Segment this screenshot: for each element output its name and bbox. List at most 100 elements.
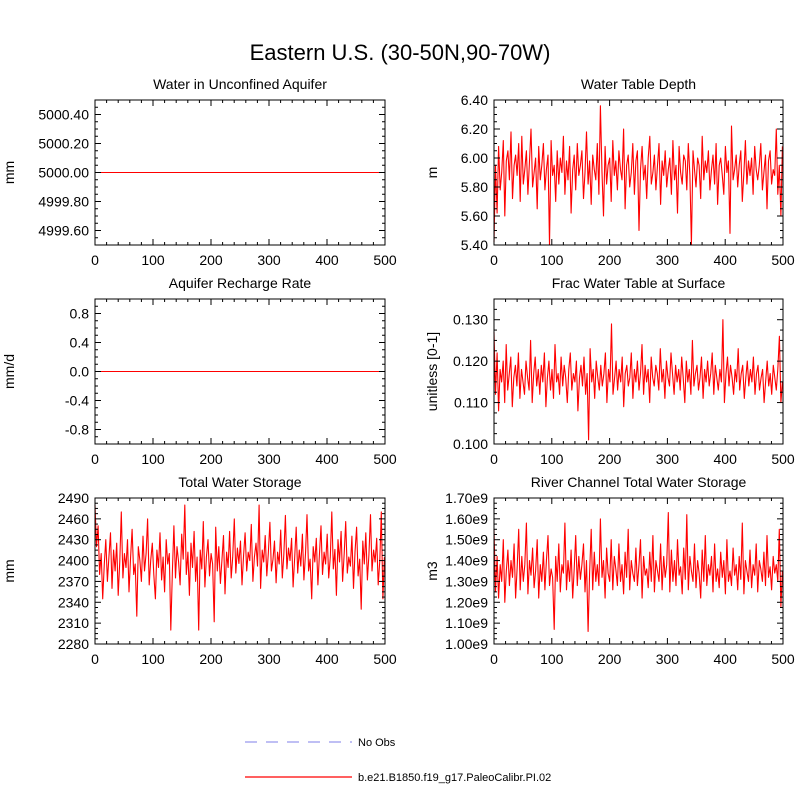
- x-tick-label-river-channel-total-water-storage: 400: [714, 651, 738, 667]
- figure-title: Eastern U.S. (30-50N,90-70W): [250, 40, 551, 65]
- y-tick-label-river-channel-total-water-storage: 1.50e9: [445, 532, 488, 548]
- x-tick-label-river-channel-total-water-storage: 500: [771, 651, 795, 667]
- x-tick-label-frac-water-table-at-surface: 100: [540, 451, 564, 467]
- y-tick-label-frac-water-table-at-surface: 0.100: [453, 436, 488, 452]
- y-tick-label-aquifer-recharge-rate: 0.8: [70, 306, 90, 322]
- y-tick-label-river-channel-total-water-storage: 1.00e9: [445, 636, 488, 652]
- panel-frac-water-table-at-surface: Frac Water Table at Surface unitless [0-1…: [424, 275, 795, 467]
- x-tick-label-river-channel-total-water-storage: 200: [598, 651, 622, 667]
- y-tick-label-river-channel-total-water-storage: 1.70e9: [445, 490, 488, 506]
- y-tick-label-frac-water-table-at-surface: 0.120: [453, 353, 488, 369]
- x-tick-label-water-table-depth: 400: [714, 252, 738, 268]
- x-tick-label-water-table-depth: 100: [540, 252, 564, 268]
- y-tick-label-river-channel-total-water-storage: 1.60e9: [445, 511, 488, 527]
- y-axis-label-river-channel-total-water-storage: m3: [424, 561, 440, 581]
- x-tick-label-aquifer-recharge-rate: 100: [141, 451, 165, 467]
- y-tick-label-frac-water-table-at-surface: 0.110: [454, 395, 488, 411]
- y-axis-label-aquifer-recharge-rate: mm/d: [1, 354, 17, 389]
- y-tick-label-water-table-depth: 5.80: [461, 179, 488, 195]
- x-tick-label-river-channel-total-water-storage: 0: [490, 651, 498, 667]
- x-tick-label-aquifer-recharge-rate: 400: [315, 451, 339, 467]
- x-tick-label-frac-water-table-at-surface: 200: [598, 451, 622, 467]
- x-tick-label-water-table-depth: 500: [771, 252, 795, 268]
- x-tick-label-frac-water-table-at-surface: 500: [771, 451, 795, 467]
- y-tick-label-water-in-unconfined-aquifer: 5000.20: [38, 136, 89, 152]
- panel-total-water-storage: Total Water Storage mm 0 100 200 300 400 500 228…: [1, 474, 397, 667]
- y-tick-label-river-channel-total-water-storage: 1.40e9: [445, 553, 488, 569]
- y-tick-label-total-water-storage: 2430: [58, 532, 89, 548]
- panel-aquifer-recharge-rate: Aquifer Recharge Rate mm/d 0 100 200 300 400 50…: [1, 275, 397, 467]
- y-tick-label-water-table-depth: 6.20: [461, 121, 488, 137]
- x-tick-label-total-water-storage: 300: [257, 651, 281, 667]
- panel-water-table-depth: Water Table Depth m 0 100 200 300 400 500 5.40 5.…: [424, 76, 795, 268]
- x-tick-label-water-in-unconfined-aquifer: 200: [199, 252, 223, 268]
- x-tick-label-frac-water-table-at-surface: 0: [490, 451, 498, 467]
- series-line-frac-water-table-at-surface: [493, 319, 783, 441]
- x-tick-label-total-water-storage: 0: [91, 651, 99, 667]
- y-tick-label-total-water-storage: 2460: [58, 511, 89, 527]
- y-tick-label-water-in-unconfined-aquifer: 4999.60: [38, 223, 89, 239]
- x-tick-label-total-water-storage: 100: [141, 651, 165, 667]
- series-line-river-channel-total-water-storage: [493, 512, 783, 633]
- y-tick-label-total-water-storage: 2340: [58, 594, 89, 610]
- y-tick-label-river-channel-total-water-storage: 1.30e9: [445, 573, 488, 589]
- x-tick-label-river-channel-total-water-storage: 300: [656, 651, 680, 667]
- plot-frame-total-water-storage: [94, 497, 386, 645]
- legend-label-no-obs: No Obs: [358, 737, 396, 749]
- x-tick-label-water-in-unconfined-aquifer: 300: [257, 252, 281, 268]
- x-tick-label-water-in-unconfined-aquifer: 100: [141, 252, 165, 268]
- x-tick-label-aquifer-recharge-rate: 300: [257, 451, 281, 467]
- y-tick-label-total-water-storage: 2370: [58, 573, 89, 589]
- y-tick-label-water-table-depth: 6.40: [461, 92, 488, 108]
- y-tick-label-total-water-storage: 2310: [58, 615, 89, 631]
- x-tick-label-frac-water-table-at-surface: 400: [714, 451, 738, 467]
- x-tick-label-aquifer-recharge-rate: 200: [199, 451, 223, 467]
- y-axis-label-total-water-storage: mm: [1, 559, 17, 582]
- series-line-water-table-depth: [493, 105, 783, 246]
- y-tick-label-river-channel-total-water-storage: 1.20e9: [445, 594, 488, 610]
- panel-title-water-table-depth: Water Table Depth: [581, 76, 696, 92]
- y-tick-label-total-water-storage: 2400: [58, 553, 89, 569]
- x-tick-label-aquifer-recharge-rate: 500: [373, 451, 397, 467]
- y-tick-label-river-channel-total-water-storage: 1.10e9: [445, 615, 488, 631]
- series-line-total-water-storage: [94, 504, 385, 631]
- y-tick-label-water-in-unconfined-aquifer: 5000.00: [38, 165, 89, 181]
- y-tick-label-water-table-depth: 5.40: [461, 237, 488, 253]
- x-tick-label-frac-water-table-at-surface: 300: [656, 451, 680, 467]
- y-tick-label-water-in-unconfined-aquifer: 4999.80: [38, 194, 89, 210]
- x-tick-label-water-in-unconfined-aquifer: 400: [315, 252, 339, 268]
- panel-title-river-channel-total-water-storage: River Channel Total Water Storage: [531, 474, 747, 490]
- y-tick-label-aquifer-recharge-rate: -0.8: [65, 422, 89, 438]
- legend: No Obs b.e21.B1850.f19_g17.PaleoCalibr.PI…: [245, 737, 551, 784]
- y-axis-label-water-table-depth: m: [424, 167, 440, 179]
- x-tick-label-river-channel-total-water-storage: 100: [540, 651, 564, 667]
- y-tick-label-total-water-storage: 2280: [58, 636, 89, 652]
- x-tick-label-water-table-depth: 200: [598, 252, 622, 268]
- y-tick-label-aquifer-recharge-rate: -0.4: [65, 393, 89, 409]
- x-tick-label-water-table-depth: 300: [656, 252, 680, 268]
- y-tick-label-frac-water-table-at-surface: 0.130: [453, 312, 488, 328]
- panel-title-water-in-unconfined-aquifer: Water in Unconfined Aquifer: [153, 76, 327, 92]
- panel-grid: Water in Unconfined Aquifer mm 0 100 200 300 4…: [1, 76, 795, 667]
- x-tick-label-water-table-depth: 0: [490, 252, 498, 268]
- x-tick-label-water-in-unconfined-aquifer: 500: [373, 252, 397, 268]
- legend-label-b-e21-b1850-f19-g17-paleocalibr-pi-02: b.e21.B1850.f19_g17.PaleoCalibr.PI.02: [358, 772, 551, 784]
- y-tick-label-water-table-depth: 6.00: [461, 150, 488, 166]
- panel-river-channel-total-water-storage: River Channel Total Water Storage m3 0 100 2…: [424, 474, 795, 667]
- x-tick-label-water-in-unconfined-aquifer: 0: [91, 252, 99, 268]
- y-tick-label-water-in-unconfined-aquifer: 5000.40: [38, 107, 89, 123]
- x-tick-label-total-water-storage: 400: [315, 651, 339, 667]
- y-tick-label-total-water-storage: 2490: [58, 490, 89, 506]
- x-tick-label-total-water-storage: 500: [373, 651, 397, 667]
- y-axis-label-frac-water-table-at-surface: unitless [0-1]: [424, 332, 440, 411]
- y-tick-label-aquifer-recharge-rate: 0.0: [70, 364, 90, 380]
- x-tick-label-total-water-storage: 200: [199, 651, 223, 667]
- y-tick-label-aquifer-recharge-rate: 0.4: [70, 335, 90, 351]
- panel-title-total-water-storage: Total Water Storage: [178, 474, 301, 490]
- x-tick-label-aquifer-recharge-rate: 0: [91, 451, 99, 467]
- y-tick-label-water-table-depth: 5.60: [461, 208, 488, 224]
- panel-title-aquifer-recharge-rate: Aquifer Recharge Rate: [169, 275, 312, 291]
- y-axis-label-water-in-unconfined-aquifer: mm: [1, 161, 17, 184]
- panel-title-frac-water-table-at-surface: Frac Water Table at Surface: [552, 275, 726, 291]
